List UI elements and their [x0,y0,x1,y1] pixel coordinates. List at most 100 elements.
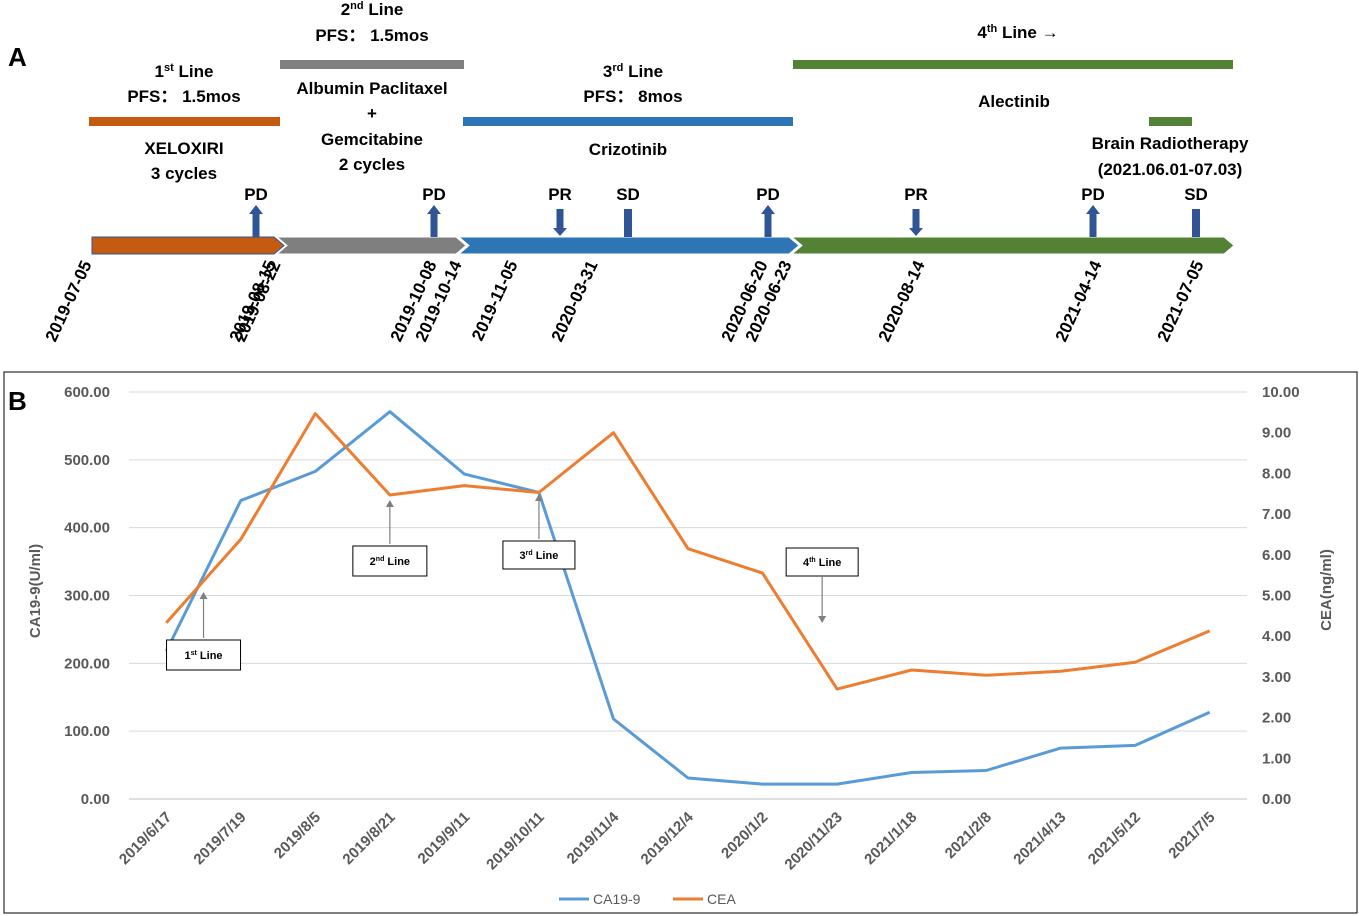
x-tick-label: 2021/1/18 [861,809,920,868]
line-1-drug: XELOXIRI [144,139,223,158]
chart-gridlines [129,391,1247,800]
event-label-sd: SD [1184,185,1208,204]
timeline-segment-3 [457,236,800,255]
line-1-block: 1st Line PFS： 1.5mos XELOXIRI 3 cycles [89,62,280,183]
y-left-tick-label: 300.00 [64,588,110,605]
data-point-cea [388,493,391,496]
data-point-ca19-9 [687,776,690,779]
event-label-pd: PD [756,185,780,204]
line-3-title: 3rd Line [603,62,663,81]
y-left-tick-label: 400.00 [64,520,110,537]
event-label-pd: PD [1081,185,1105,204]
timeline-date-label: 2019-07-05 [42,258,96,345]
annotation-label: 2nd Line [370,556,410,568]
data-point-ca19-9 [1134,744,1137,747]
chart-legend: CA19-9 CEA [559,891,736,907]
chart-series [164,410,1211,786]
annotation-box [352,545,428,577]
annotation-label: 3rd Line [520,550,559,562]
line-1-cycles: 3 cycles [151,164,217,183]
line-4-block: 4th Line → Alectinib [793,23,1233,111]
data-point-cea [687,547,690,550]
y-right-tick-label: 6.00 [1262,547,1291,564]
data-point-cea [761,572,764,575]
line-2-plus: + [367,104,377,123]
x-tick-label: 2021/5/12 [1085,809,1144,868]
x-tick-label: 2019/6/17 [116,809,175,868]
y-right-tick-label: 9.00 [1262,425,1291,442]
panel-b-label: B [8,386,27,416]
y-axis-left-ticks: 0.00 100.00 200.00 300.00 400.00 500.00 600.00 [64,384,110,808]
response-down-arrow-icon [553,209,567,236]
y-right-tick-label: 4.00 [1262,628,1291,645]
radiotherapy-bar [1149,117,1192,126]
y-right-tick-label: 1.00 [1262,750,1291,767]
event-label-pd: PD [422,185,446,204]
y-right-tick-label: 10.00 [1262,384,1300,401]
line-3-bar [463,117,793,126]
event-label-pr: PR [904,185,928,204]
series-line-ca19-9 [164,410,1211,786]
progression-up-arrow-icon [1086,205,1100,237]
y-right-tick-label: 7.00 [1262,506,1291,523]
data-point-cea [314,412,317,415]
chart-annotations: 1st Line 2nd Line 3rd Line 4th Line [166,494,859,671]
timeline-date-label: 2020-08-14 [875,257,929,344]
y-left-tick-label: 200.00 [64,655,110,672]
radiotherapy-block: Brain Radiotherapy (2021.06.01-07.03) [1092,117,1249,179]
annotation-line-4: 4th Line [785,547,859,623]
data-point-ca19-9 [239,499,242,502]
panel-a-label: A [8,42,27,72]
annotation-box [502,540,576,570]
arrow-up-icon [385,500,394,507]
legend-label-ca19-9: CA19-9 [593,891,641,907]
x-axis-ticks: 2019/6/17 2019/7/19 2019/8/5 2019/8/21 2019/… [116,808,1219,873]
radiotherapy-dates: (2021.06.01-07.03) [1098,160,1243,179]
data-point-cea [836,688,839,691]
annotation-label: 4th Line [803,557,841,569]
x-tick-label: 2019/10/11 [483,809,548,874]
data-point-ca19-9 [910,771,913,774]
data-point-cea [910,668,913,671]
x-tick-label: 2019/8/21 [339,809,398,868]
data-point-ca19-9 [1208,711,1211,714]
line-4-title: 4th Line → [977,23,1058,42]
line-3-drug: Crizotinib [589,140,667,159]
line-3-block: 3rd Line PFS： 8mos Crizotinib [463,62,793,159]
timeline-segment-1 [91,236,285,255]
y-axis-left-label: CA19-9(U/ml) [27,544,44,638]
data-point-cea [463,484,466,487]
annotation-label: 1st Line [185,650,223,662]
data-point-ca19-9 [985,769,988,772]
data-point-ca19-9 [836,783,839,786]
stable-bar-icon [624,209,632,237]
stable-bar-icon [1192,209,1200,237]
y-left-tick-label: 0.00 [81,791,110,808]
y-axis-right-ticks: 0.00 1.00 2.00 3.00 4.00 5.00 6.00 7.00 8.00 9.00… [1262,384,1300,808]
data-point-ca19-9 [761,783,764,786]
line-2-pfs: PFS： 1.5mos [315,26,428,45]
annotation-box [166,639,242,671]
annotation-line-3: 3rd Line [502,494,576,570]
y-left-tick-label: 600.00 [64,384,110,401]
x-tick-label: 2019/11/4 [564,808,623,867]
timeline-segment-4 [790,236,1235,255]
panel-b-frame [3,371,1358,914]
y-right-tick-label: 8.00 [1262,465,1291,482]
timeline-segment-2 [275,236,467,255]
annotation-box [785,547,859,577]
line-2-drug-1: Albumin Paclitaxel [296,79,447,98]
radiotherapy-label: Brain Radiotherapy [1092,134,1249,153]
y-right-tick-label: 5.00 [1262,588,1291,605]
timeline-date-label: 2021-07-05 [1154,258,1208,345]
data-point-cea [1059,670,1062,673]
data-point-ca19-9 [463,473,466,476]
x-tick-label: 2020/1/2 [718,809,771,862]
y-right-tick-label: 0.00 [1262,791,1291,808]
x-tick-label: 2019/8/5 [271,809,324,862]
x-tick-label: 2021/4/13 [1010,809,1069,868]
panel-a: A 1st Line PFS： 1.5mos XELOXIRI 3 cycles… [8,0,1249,345]
data-point-ca19-9 [388,410,391,413]
line-4-drug: Alectinib [978,92,1050,111]
panel-b: B 0.00 100.00 200.00 300.00 400.00 500.00 600.… [3,371,1358,914]
